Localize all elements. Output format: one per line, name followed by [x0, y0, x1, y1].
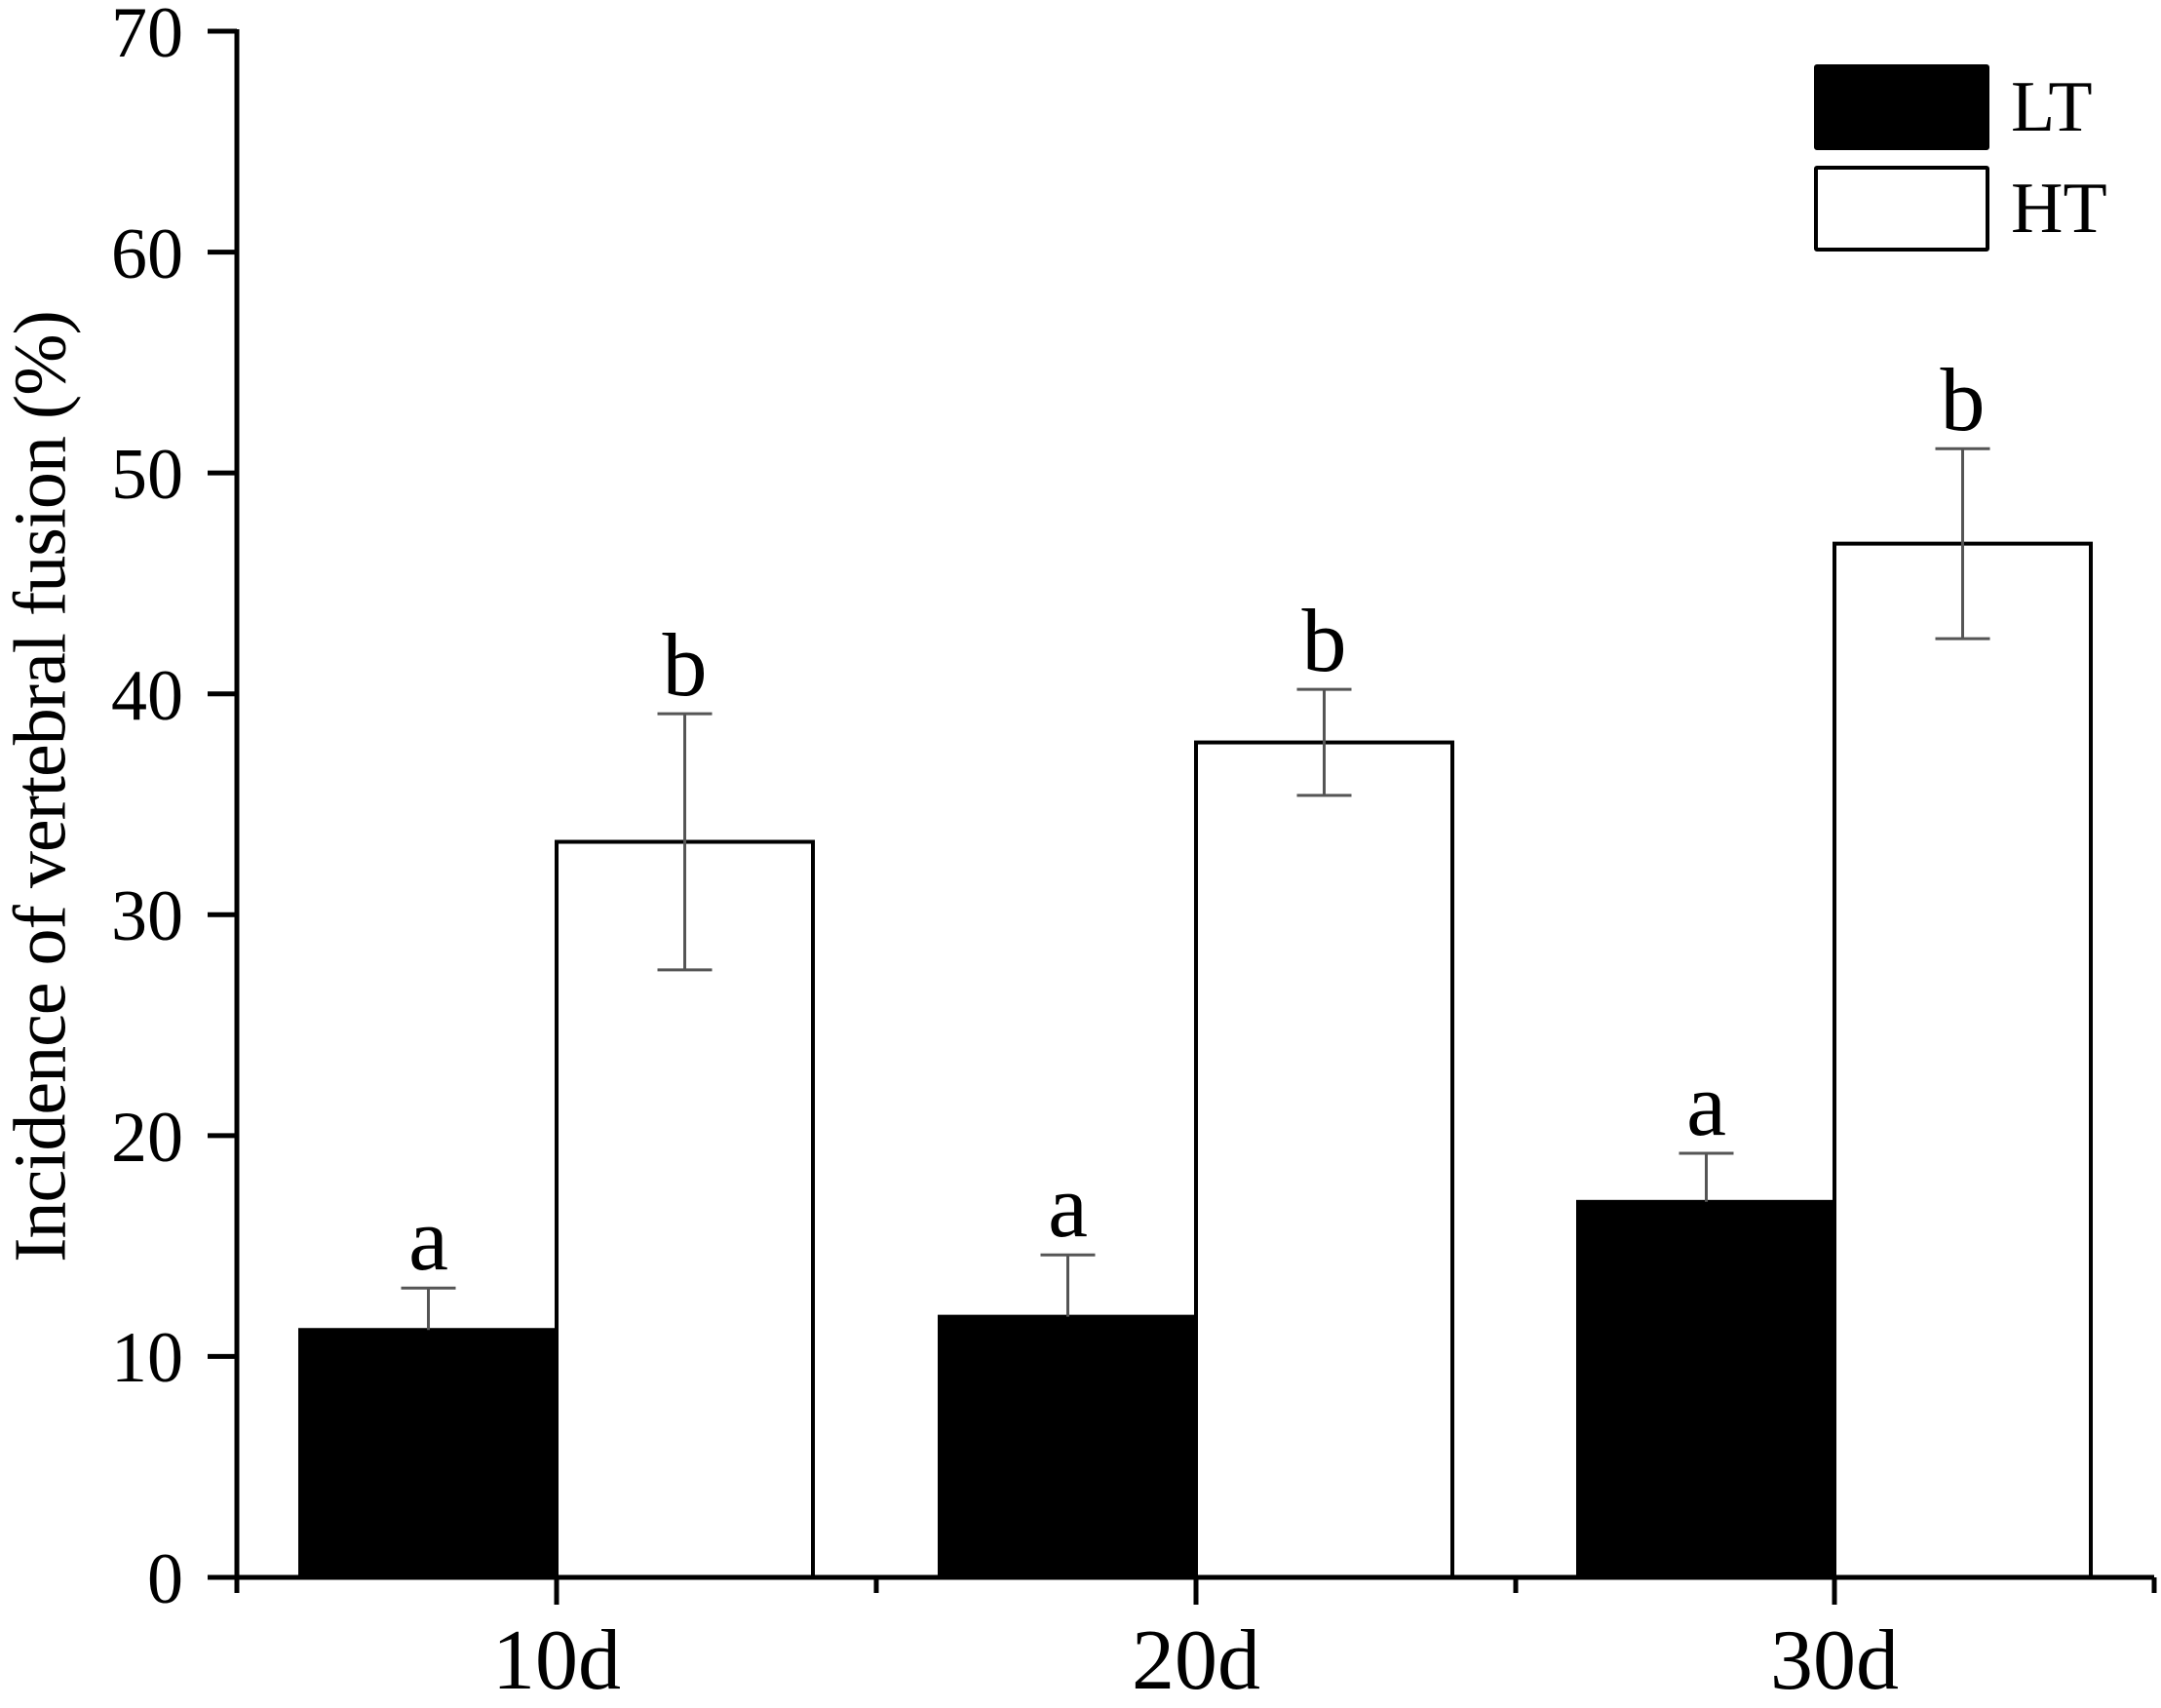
y-tick-label-60: 60 [111, 214, 183, 294]
error-bar-lt-20d [1040, 1253, 1096, 1317]
bar-lt-30d [1576, 1199, 1836, 1580]
x-tick-label-30d: 30d [1770, 1613, 1899, 1708]
axes-layer [208, 28, 2157, 1605]
significance-label-ht-10d: b [662, 615, 708, 716]
x-tick-label-20d: 20d [1132, 1613, 1260, 1708]
significance-label-lt-30d: a [1686, 1054, 1726, 1154]
legend: LT HT [1814, 60, 2107, 263]
error-bars-layer [401, 446, 1990, 1331]
legend-swatch-ht [1814, 166, 1989, 252]
y-tick-label-0: 0 [147, 1539, 183, 1619]
y-tick-label-10: 10 [111, 1318, 183, 1399]
y-axis-title: Incidence of vertebral fusion (%) [0, 311, 82, 1262]
bars-layer [298, 541, 2093, 1580]
significance-label-ht-20d: b [1301, 591, 1347, 691]
bar-lt-20d [938, 1314, 1198, 1580]
y-tick-label-40: 40 [111, 655, 183, 736]
bar-lt-10d [298, 1328, 559, 1579]
bar-ht-20d [1194, 740, 1454, 1579]
error-bar-lt-10d [401, 1286, 456, 1331]
y-tick-label-50: 50 [111, 435, 183, 516]
y-tick-label-70: 70 [111, 0, 183, 73]
legend-item-ht: HT [1814, 162, 2107, 255]
significance-label-lt-10d: a [408, 1189, 448, 1290]
legend-label-lt: LT [2011, 67, 2093, 147]
legend-swatch-lt [1814, 64, 1989, 150]
legend-item-lt: LT [1814, 60, 2107, 154]
significance-label-ht-30d: b [1940, 350, 1986, 450]
error-bar-lt-30d [1679, 1151, 1734, 1202]
error-bar-ht-30d [1935, 446, 1990, 640]
error-bar-ht-10d [657, 712, 713, 972]
significance-label-lt-20d: a [1048, 1156, 1088, 1257]
legend-label-ht: HT [2011, 169, 2107, 249]
y-tick-label-30: 30 [111, 876, 183, 957]
error-bar-ht-20d [1296, 687, 1352, 797]
bar-ht-30d [1833, 541, 2093, 1579]
y-tick-label-20: 20 [111, 1097, 183, 1178]
x-tick-label-10d: 10d [492, 1613, 621, 1708]
